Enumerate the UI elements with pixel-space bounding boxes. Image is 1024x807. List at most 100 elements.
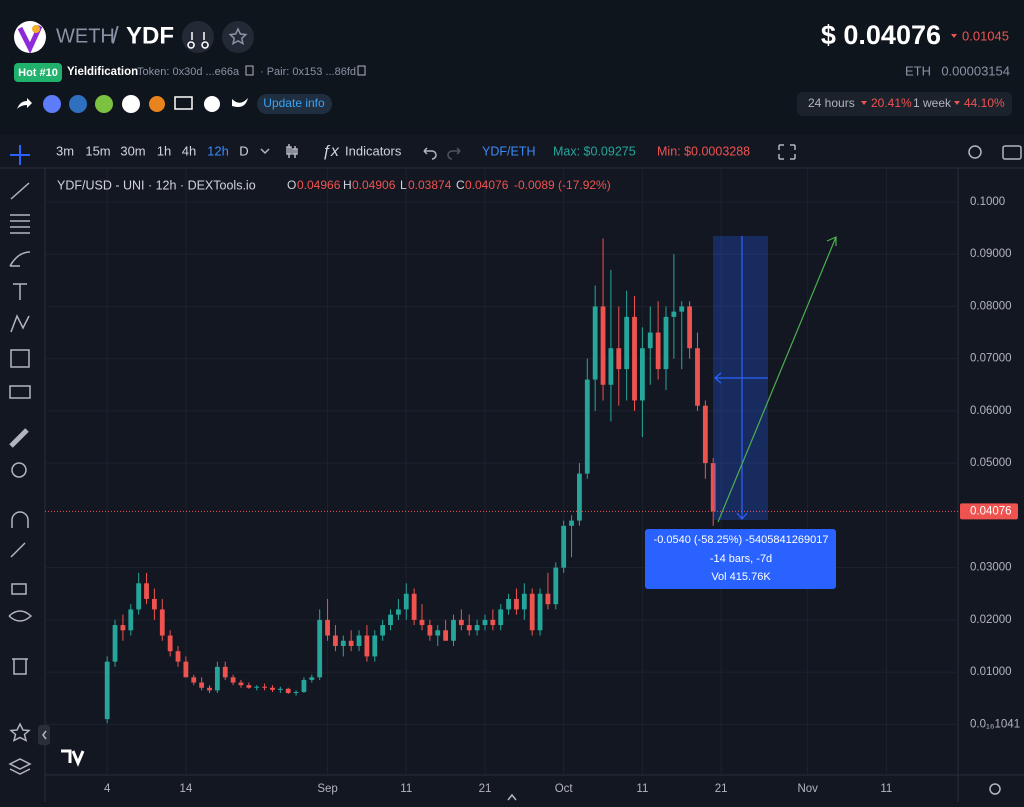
candle-body [639, 348, 645, 401]
candle-body [592, 306, 598, 380]
share-icon[interactable] [17, 98, 32, 109]
chart-type-button[interactable] [286, 144, 298, 158]
interval-button[interactable]: 4h [182, 143, 196, 158]
collapse-arrow [42, 730, 47, 740]
zoom-tool[interactable] [11, 462, 27, 478]
object-tree-tool[interactable] [8, 758, 32, 775]
candle-body [120, 625, 126, 631]
indicators-button[interactable]: Indicators [345, 143, 402, 158]
candle-body [584, 379, 590, 474]
x-tick-label: 14 [179, 783, 192, 795]
interval-button[interactable]: 1h [157, 143, 171, 158]
candle-body [679, 306, 685, 312]
candle-body [403, 593, 409, 610]
candle-body [553, 567, 559, 605]
candle-body [600, 306, 606, 385]
candle-body [451, 619, 456, 641]
y-tick-label: 0.03000 [970, 562, 1012, 574]
redo-button[interactable] [447, 147, 461, 160]
token-name: Yieldification [67, 66, 138, 78]
interval-button[interactable]: 12h [207, 143, 229, 158]
telegram-icon[interactable] [204, 96, 220, 112]
w1-label: 1 week [913, 96, 952, 110]
w1-change: 44.10% [964, 96, 1005, 110]
screenshot-button[interactable] [1002, 145, 1022, 160]
candle-body [545, 593, 551, 605]
candle-body [277, 688, 283, 690]
max-price: Max: $0.09275 [553, 144, 636, 158]
social-icons [17, 95, 248, 113]
candle-body [411, 593, 417, 620]
candle-body [372, 635, 378, 657]
eth-price: 0.00003154 [941, 63, 1010, 78]
legend-l-label: L [400, 178, 407, 192]
interval-button[interactable]: 30m [120, 143, 145, 158]
lock-draw-tool[interactable] [10, 542, 26, 558]
visibility-tool[interactable] [8, 610, 33, 622]
fib-tool[interactable] [10, 214, 30, 234]
delete-tool[interactable] [12, 658, 28, 675]
candle-body [380, 625, 386, 636]
measure-tooltip [645, 529, 836, 589]
collapse-tab[interactable] [38, 725, 50, 745]
x-tick-label: Oct [555, 783, 574, 795]
candle-body [238, 682, 244, 686]
settings-button[interactable] [968, 145, 982, 159]
copy-icon[interactable] [245, 65, 254, 76]
social-icon[interactable] [69, 95, 87, 113]
brush-tool[interactable] [9, 251, 31, 267]
eth-label: ETH [905, 63, 931, 78]
binoculars-button[interactable] [182, 21, 214, 53]
twitter-icon[interactable] [232, 98, 248, 107]
quote-toggle[interactable]: YDF/ETH [482, 144, 535, 158]
undo-button[interactable] [423, 147, 437, 160]
social-icon[interactable] [43, 95, 61, 113]
candle-body [104, 661, 110, 720]
candle-body [490, 619, 496, 626]
change-arrow [861, 101, 867, 105]
interval-button[interactable]: 15m [85, 143, 110, 158]
trendline-tool[interactable] [10, 182, 30, 200]
x-tick-label: 21 [479, 783, 492, 795]
candle-body [364, 635, 370, 657]
lock-tool[interactable] [11, 583, 27, 595]
favorites-tool[interactable] [9, 722, 31, 742]
last-price-tag [960, 503, 1018, 520]
social-icon[interactable] [122, 95, 140, 113]
fullscreen-button[interactable] [778, 144, 796, 160]
pair-address: · Pair: 0x153 ...86fd [260, 66, 356, 78]
candle-body [435, 630, 441, 636]
candle-body [671, 311, 677, 317]
magnet-tool[interactable] [11, 511, 29, 528]
interval-button[interactable]: 3m [56, 143, 74, 158]
text-tool[interactable] [13, 283, 27, 300]
update-button[interactable] [257, 94, 332, 114]
prediction-tool[interactable] [10, 349, 30, 368]
y-tick-label: 0.09000 [970, 248, 1012, 260]
copy-icon[interactable] [357, 65, 366, 76]
candle-body [222, 666, 228, 678]
interval-dropdown[interactable] [260, 148, 270, 155]
candle-body [167, 635, 173, 652]
interval-button[interactable]: D [239, 143, 248, 158]
candle-body [293, 691, 299, 693]
candle-body [214, 666, 220, 691]
fx-icon: ƒx [322, 143, 340, 160]
pattern-tool[interactable] [10, 314, 30, 333]
y-tick-label: 0.01000 [970, 666, 1012, 678]
candle-body [458, 619, 464, 626]
y-tick-label: 0.07000 [970, 353, 1012, 365]
legend-o: 0.04966 [297, 178, 341, 192]
trend-arrow[interactable] [717, 236, 837, 523]
position-tool[interactable] [9, 385, 31, 399]
hot-badge[interactable] [14, 63, 62, 82]
social-icon[interactable] [149, 96, 165, 112]
social-icon[interactable] [95, 95, 113, 113]
axis-settings[interactable] [989, 783, 1001, 795]
ruler-tool[interactable] [9, 428, 29, 448]
scroll-button[interactable] [507, 793, 517, 801]
favorite-button[interactable] [222, 21, 254, 53]
candle-body [632, 316, 637, 401]
web-icon[interactable] [174, 96, 193, 110]
crosshair-tool[interactable] [10, 145, 30, 165]
